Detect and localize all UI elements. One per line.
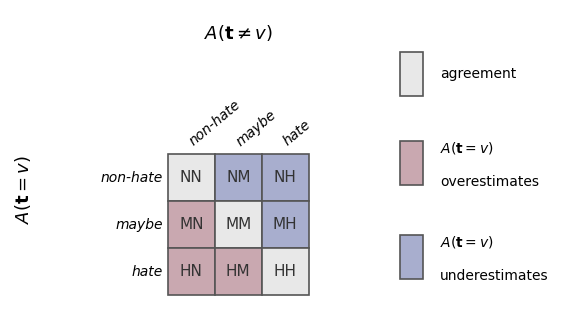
Text: MH: MH bbox=[273, 217, 298, 232]
Text: $A(\mathbf{t} = v)$: $A(\mathbf{t} = v)$ bbox=[440, 234, 494, 250]
Bar bbox=[400, 52, 423, 96]
Text: $A(\mathbf{t} = v)$: $A(\mathbf{t} = v)$ bbox=[440, 140, 494, 156]
Text: NN: NN bbox=[180, 170, 203, 185]
Text: HN: HN bbox=[180, 264, 203, 279]
Text: maybe: maybe bbox=[233, 107, 278, 149]
Bar bbox=[168, 201, 215, 248]
Text: non-hate: non-hate bbox=[101, 171, 163, 185]
Text: MM: MM bbox=[225, 217, 251, 232]
Text: MN: MN bbox=[179, 217, 203, 232]
Text: HH: HH bbox=[274, 264, 297, 279]
Text: HM: HM bbox=[226, 264, 251, 279]
Bar bbox=[262, 248, 309, 295]
Bar bbox=[215, 201, 262, 248]
Text: hate: hate bbox=[280, 118, 313, 149]
Text: NH: NH bbox=[274, 170, 297, 185]
Bar bbox=[215, 248, 262, 295]
Bar bbox=[168, 248, 215, 295]
Bar bbox=[215, 154, 262, 201]
Text: agreement: agreement bbox=[440, 67, 516, 82]
Bar bbox=[262, 201, 309, 248]
Bar bbox=[400, 235, 423, 279]
Text: non-hate: non-hate bbox=[186, 98, 242, 149]
Text: NM: NM bbox=[226, 170, 251, 185]
Bar bbox=[400, 141, 423, 185]
Bar bbox=[262, 154, 309, 201]
Text: $A(\mathbf{t} \neq v)$: $A(\mathbf{t} \neq v)$ bbox=[204, 23, 274, 43]
Text: hate: hate bbox=[132, 265, 163, 279]
Text: overestimates: overestimates bbox=[440, 175, 539, 189]
Text: $A(\mathbf{t} = v)$: $A(\mathbf{t} = v)$ bbox=[13, 155, 33, 224]
Text: underestimates: underestimates bbox=[440, 269, 549, 283]
Text: maybe: maybe bbox=[116, 218, 163, 232]
Bar bbox=[168, 154, 215, 201]
